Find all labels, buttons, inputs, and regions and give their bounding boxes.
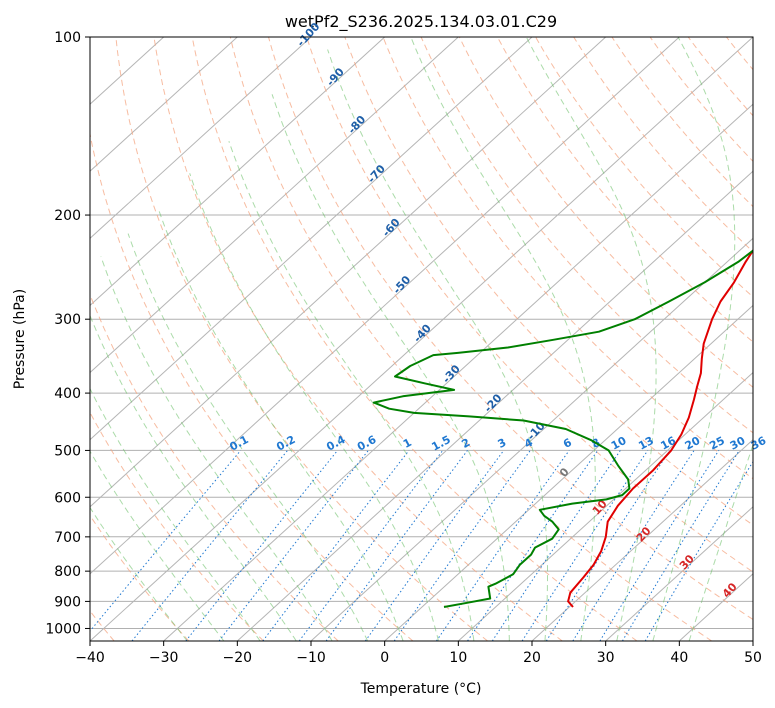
x-tick-label: 20 — [523, 650, 541, 666]
dry-adiabat-line — [535, 37, 753, 298]
dry-adiabat-line — [229, 37, 712, 641]
moist-adiabat-line — [90, 387, 261, 641]
y-tick-label: 1000 — [45, 621, 81, 637]
isotherm-line — [90, 37, 386, 307]
isotherm-line — [90, 37, 533, 441]
mixing-ratio-line — [393, 450, 531, 641]
dry-adiabat-line — [90, 411, 264, 641]
y-tick-label: 200 — [54, 208, 81, 224]
mixing-ratio-line — [364, 450, 505, 641]
dry-adiabat-line — [153, 37, 563, 641]
x-tick-label: 40 — [670, 650, 688, 666]
x-tick-label: −40 — [75, 650, 105, 666]
dry-adiabat-line — [90, 293, 339, 641]
y-axis-title: Pressure (hPa) — [12, 289, 28, 389]
mixing-ratio-label: 20 — [683, 434, 703, 453]
dry-adiabat-line — [90, 131, 414, 641]
x-tick-label: 0 — [380, 650, 389, 666]
mixing-ratio-line — [131, 450, 288, 641]
isotherm-line — [531, 438, 753, 641]
mixing-ratio-line — [644, 460, 753, 641]
dewpoint-line — [372, 249, 753, 608]
moist-adiabat-line — [157, 208, 404, 641]
dry-adiabat-line — [458, 37, 753, 388]
isotherm-line — [457, 371, 753, 641]
moist-adiabat-line — [90, 450, 225, 641]
x-tick-label: −10 — [296, 650, 326, 666]
plot-frame — [89, 36, 754, 642]
mixing-ratio-line — [599, 450, 720, 641]
mixing-ratio-line — [218, 450, 369, 641]
isotherm-line — [90, 37, 753, 641]
x-tick-label: −20 — [223, 650, 253, 666]
isotherm-line — [90, 37, 459, 374]
isotherm-line — [90, 37, 312, 240]
dry-adiabat-line — [649, 37, 753, 163]
x-tick-label: −30 — [149, 650, 179, 666]
dry-adiabat-line — [191, 37, 638, 641]
y-tick-label: 900 — [54, 594, 81, 610]
isotherm-line — [90, 37, 680, 575]
y-tick-label: 500 — [54, 443, 81, 459]
moist-adiabat-line — [90, 314, 297, 641]
mixing-ratio-line — [185, 450, 338, 641]
temperature-line — [567, 248, 753, 608]
mixing-ratio-label: 25 — [707, 434, 727, 453]
x-tick-label: 30 — [597, 650, 615, 666]
background-reference-lines — [90, 37, 753, 641]
x-tick-label: 10 — [449, 650, 467, 666]
isotherm-line — [163, 103, 753, 641]
moist-adiabat-line — [688, 443, 753, 641]
isotherm-line — [90, 37, 238, 172]
dry-adiabat-line — [306, 37, 753, 573]
moist-adiabat-line — [327, 49, 548, 641]
y-tick-label: 100 — [54, 30, 81, 46]
dry-adiabat-line — [573, 37, 753, 253]
x-axis-title: Temperature (°C) — [360, 681, 482, 697]
isotherm-line — [384, 304, 753, 641]
mixing-ratio-line — [572, 450, 695, 641]
dry-adiabat-line — [420, 37, 753, 434]
mixing-ratio-line — [545, 450, 671, 641]
sounding-profiles — [372, 248, 753, 608]
mixing-ratio-line — [435, 450, 570, 641]
y-tick-label: 400 — [54, 386, 81, 402]
moist-adiabat-line — [228, 141, 475, 641]
dry-adiabat-line — [496, 37, 753, 343]
moist-adiabat-line — [189, 173, 439, 641]
dry-adiabat-line — [344, 37, 753, 526]
axis-ticks: −40 −30 −20 −10 0 10 20 30 40 50 100 200 300 400 500 60… — [45, 30, 762, 666]
mixing-ratio-label: 10 — [609, 434, 629, 453]
y-tick-label: 800 — [54, 564, 81, 580]
y-tick-label: 300 — [54, 312, 81, 328]
mixing-ratio-label: 36 — [749, 434, 769, 453]
mixing-ratio-label: 30 — [728, 434, 748, 453]
moist-adiabat-line — [271, 94, 510, 641]
chart-title: wetPf2_S236.2025.134.03.01.C29 — [285, 12, 557, 32]
x-tick-label: 50 — [744, 650, 762, 666]
y-tick-label: 700 — [54, 530, 81, 546]
isotherm-line — [310, 237, 753, 641]
moist-adiabat-line — [127, 233, 369, 641]
isotherm-line — [605, 506, 753, 641]
mixing-ratio-line — [467, 450, 599, 641]
isotherm-line — [90, 37, 607, 508]
y-tick-label: 600 — [54, 490, 81, 506]
moist-adiabat-line — [100, 256, 333, 641]
moist-adiabat-line — [410, 37, 596, 641]
mixing-ratio-line — [621, 450, 740, 641]
mixing-ratio-line — [90, 450, 242, 632]
isotherm-line — [236, 170, 753, 641]
mixing-ratio-label: 13 — [636, 434, 656, 453]
moist-adiabat-line — [90, 506, 188, 641]
moist-adiabat-line — [652, 37, 736, 641]
